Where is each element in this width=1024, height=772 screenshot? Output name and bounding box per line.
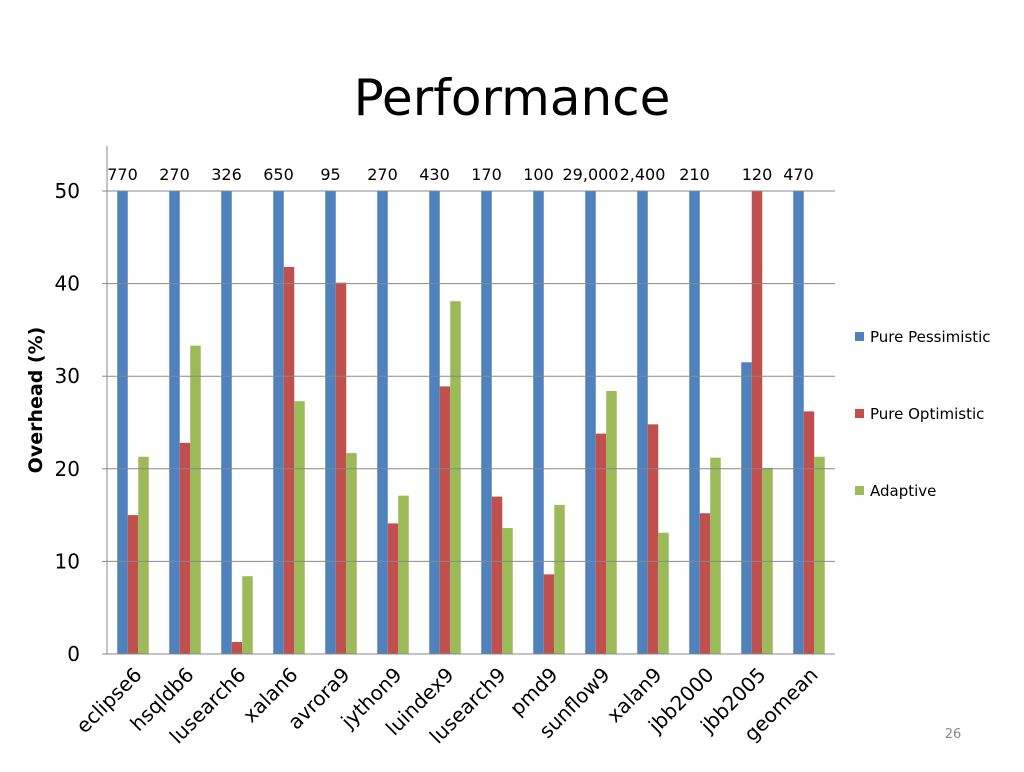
- value-label: 100: [523, 165, 554, 184]
- bar: [439, 386, 451, 654]
- legend-label: Pure Pessimistic: [870, 328, 991, 346]
- bar: [533, 191, 544, 654]
- value-label: 210: [679, 165, 710, 184]
- bar: [169, 191, 180, 654]
- bar: [294, 401, 305, 654]
- bar: [387, 523, 399, 654]
- bar: [793, 191, 804, 655]
- legend-swatch: [855, 409, 864, 418]
- y-tick-label: 50: [55, 179, 80, 203]
- y-axis-title: Overhead (%): [25, 327, 47, 474]
- bar: [231, 641, 243, 654]
- bar: [803, 411, 815, 654]
- bar: [647, 424, 659, 654]
- bar: [138, 456, 149, 654]
- bar: [221, 191, 232, 654]
- legend-swatch: [855, 332, 864, 341]
- value-label: 170: [471, 165, 502, 184]
- bar: [450, 301, 461, 654]
- bar: [117, 191, 128, 654]
- bar: [637, 191, 648, 654]
- value-label: 95: [320, 165, 340, 184]
- bar: [699, 513, 711, 654]
- bar: [179, 442, 191, 654]
- value-label: 770: [107, 165, 138, 184]
- bar: [606, 391, 617, 654]
- bar: [325, 191, 336, 655]
- chart-title: Performance: [354, 69, 671, 127]
- y-tick-label: 0: [67, 642, 80, 666]
- page-number: 26: [945, 727, 962, 742]
- bar: [190, 345, 201, 654]
- bar: [127, 515, 139, 654]
- value-label: 2,400: [620, 165, 666, 184]
- value-label: 120: [742, 165, 773, 184]
- bar: [814, 456, 825, 654]
- bar: [242, 576, 253, 654]
- bar: [273, 191, 284, 654]
- bar: [689, 191, 700, 654]
- bar: [377, 191, 388, 654]
- bar: [554, 504, 565, 654]
- bar: [585, 191, 596, 654]
- y-tick-label: 30: [55, 364, 80, 388]
- value-label: 326: [211, 165, 242, 184]
- bar: [751, 191, 763, 654]
- y-tick-label: 40: [55, 272, 80, 296]
- bar: [502, 528, 513, 654]
- bar: [543, 574, 555, 654]
- value-label: 29,000: [563, 165, 619, 184]
- bar: [398, 495, 409, 654]
- value-label: 430: [419, 165, 450, 184]
- bar: [741, 362, 752, 654]
- legend-swatch: [855, 486, 864, 495]
- bar: [658, 532, 669, 654]
- bar: [429, 191, 440, 654]
- value-label: 650: [263, 165, 294, 184]
- bar: [346, 453, 357, 654]
- value-label: 470: [783, 165, 814, 184]
- bar: [710, 457, 721, 654]
- y-tick-label: 20: [55, 457, 80, 481]
- bar: [283, 266, 295, 654]
- y-tick-label: 10: [55, 549, 80, 573]
- legend-label: Pure Optimistic: [870, 405, 984, 423]
- bar: [491, 496, 503, 654]
- legend-label: Adaptive: [870, 482, 936, 500]
- value-label: 270: [159, 165, 190, 184]
- bar: [481, 191, 492, 654]
- value-label: 270: [367, 165, 398, 184]
- bar: [595, 433, 607, 654]
